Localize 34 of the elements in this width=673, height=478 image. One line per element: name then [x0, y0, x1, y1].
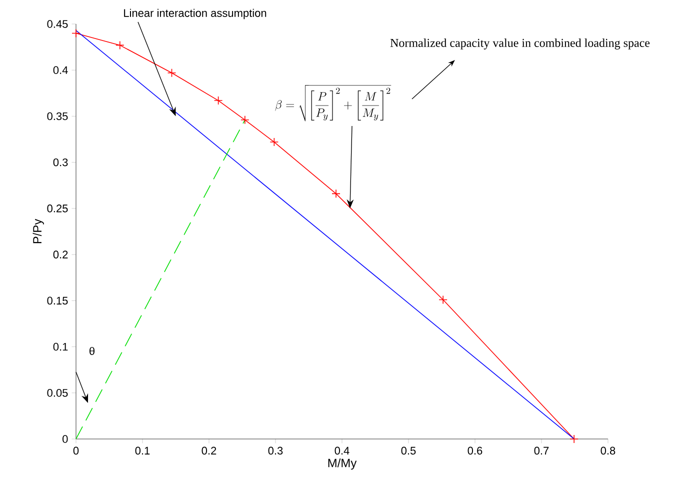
x-tick-label: 0.5: [401, 446, 416, 455]
point: [570, 434, 578, 444]
annotation: $\beta = \sqrt{\left[\frac{P}{P_y}\right]^2 + \left[\frac{M}{M_y}\right]^2}$: [275, 85, 392, 122]
annotation: θ: [90, 346, 94, 356]
y-tick-label: 0.3: [53, 158, 68, 166]
point: [167, 68, 176, 78]
x-tick-label: 0.1: [135, 446, 150, 455]
y-tick-label: 0.25: [47, 204, 68, 212]
point: [72, 28, 80, 38]
x-axis-title: M/My: [328, 458, 357, 470]
y-tick-label: 0.4: [53, 66, 68, 74]
y-tick-label: 0.35: [47, 112, 68, 120]
annotation: Normalized capacity value in combined loading space: [390, 38, 650, 50]
point: [214, 96, 223, 105]
point: [115, 40, 124, 50]
x-tick-label: 0.3: [268, 446, 283, 455]
y-tick-label: 0.1: [53, 342, 68, 351]
x-tick-label: 0: [73, 446, 79, 455]
x-tick-label: 0.4: [334, 446, 350, 455]
x-tick-label: 0.2: [202, 446, 216, 455]
y-tick-label: 0.45: [47, 20, 68, 28]
y-tick-label: 0.05: [47, 388, 68, 397]
point: [438, 295, 448, 304]
annotation: Linear interaction assumption: [124, 8, 266, 20]
x-tick-label: 0.6: [468, 446, 482, 455]
y-tick-label: 0.15: [47, 296, 68, 305]
x-tick-label: 0.8: [600, 446, 616, 455]
x-tick-label: 0.7: [534, 446, 549, 455]
y-tick-label: 0: [62, 435, 68, 443]
point: [332, 189, 340, 198]
point: [270, 138, 279, 146]
y-axis-title: P/Py: [32, 218, 44, 244]
point: [240, 116, 250, 124]
y-tick-label: 0.2: [53, 250, 68, 258]
